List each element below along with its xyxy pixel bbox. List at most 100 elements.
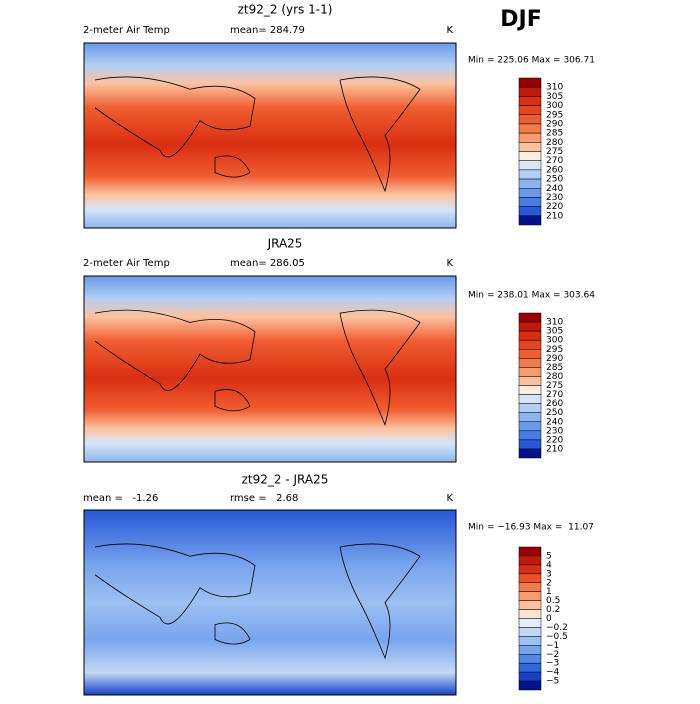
colorbar-label: 230: [546, 193, 563, 203]
colorbar-box: [518, 123, 542, 134]
colorbar-box: [518, 142, 542, 152]
colorbar-label: 300: [546, 336, 563, 346]
colorbar-box: [518, 609, 542, 619]
colorbar-label: 295: [546, 110, 563, 120]
variable-label: 2-meter Air Temp: [83, 258, 170, 269]
colorbar-box: [518, 618, 542, 628]
colorbar-box: [518, 421, 542, 432]
colorbar-label: 275: [546, 147, 563, 157]
colorbar-box: [518, 591, 542, 601]
colorbar-box: [518, 197, 542, 207]
colorbar-label: 3: [546, 569, 552, 579]
colorbar-label: 2: [546, 578, 552, 588]
colorbar-box: [518, 430, 542, 441]
map: [83, 42, 457, 229]
coastline: [214, 622, 251, 645]
mean-label: mean = -1.26: [83, 493, 158, 504]
season-label: DJF: [500, 7, 541, 32]
colorbar-label: 300: [546, 101, 563, 111]
colorbar-box: [518, 573, 542, 583]
colorbar-label: 290: [546, 119, 563, 129]
range-label: Min = 238.01 Max = 303.64: [468, 291, 595, 301]
colorbar-box: [518, 321, 542, 332]
map: [83, 275, 457, 463]
colorbar-box: [518, 312, 542, 323]
colorbar-box: [518, 582, 542, 592]
coastline: [94, 543, 256, 625]
colorbar-label: 305: [546, 327, 563, 337]
colorbar-box: [518, 546, 542, 557]
colorbar-box: [518, 215, 542, 226]
colorbar-label: 4: [546, 560, 552, 570]
colorbar-label: 220: [546, 202, 563, 212]
colorbar-box: [518, 349, 542, 359]
colorbar-label: 220: [546, 435, 563, 445]
colorbar-label: 1: [546, 587, 552, 597]
variable-label: 2-meter Air Temp: [83, 25, 170, 36]
units-label: K: [446, 493, 453, 504]
colorbar-label: 270: [546, 156, 563, 166]
colorbar-label: 285: [546, 363, 563, 373]
colorbar-label: −0.2: [546, 623, 568, 633]
coastline: [339, 309, 421, 427]
range-label: Min = −16.93 Max = 11.07: [468, 523, 594, 533]
colorbar-box: [518, 645, 542, 655]
colorbar-box: [518, 151, 542, 161]
panel-title: zt92_2 - JRA25: [242, 473, 329, 487]
colorbar-label: 210: [546, 444, 563, 454]
colorbar-label: 290: [546, 354, 563, 364]
colorbar-label: 5: [546, 551, 552, 561]
coastline: [94, 309, 256, 391]
colorbar-box: [518, 206, 542, 217]
rmse-label: rmse = 2.68: [230, 493, 298, 504]
colorbar-box: [518, 105, 542, 115]
colorbar-box: [518, 439, 542, 450]
colorbar-box: [518, 339, 542, 350]
colorbar-box: [518, 86, 542, 97]
colorbar-label: −4: [546, 668, 560, 678]
colorbar-box: [518, 376, 542, 386]
colorbar-box: [518, 654, 542, 664]
colorbar-label: 240: [546, 184, 563, 194]
colorbar-box: [518, 358, 542, 368]
colorbar-label: 0.2: [546, 605, 560, 615]
mean-label: mean= 284.79: [230, 25, 305, 36]
colorbar-box: [518, 367, 542, 377]
colorbar-box: [518, 600, 542, 610]
colorbar-label: 250: [546, 408, 563, 418]
colorbar-box: [518, 627, 542, 637]
colorbar-label: 230: [546, 426, 563, 436]
colorbar-label: 305: [546, 92, 563, 102]
units-label: K: [446, 258, 453, 269]
colorbar-label: −0.5: [546, 632, 568, 642]
units-label: K: [446, 25, 453, 36]
colorbar-box: [518, 636, 542, 646]
colorbar-label: 260: [546, 399, 563, 409]
colorbar-box: [518, 564, 542, 575]
colorbar-box: [518, 160, 542, 171]
colorbar-box: [518, 671, 542, 682]
colorbar-box: [518, 394, 542, 404]
map: [83, 509, 457, 696]
colorbar-label: −3: [546, 659, 559, 669]
colorbar-label: 280: [546, 138, 563, 148]
coastline: [339, 76, 421, 193]
colorbar-label: 280: [546, 372, 563, 382]
colorbar-label: 275: [546, 381, 563, 391]
coastline: [214, 155, 251, 178]
colorbar-label: 260: [546, 165, 563, 175]
colorbar-box: [518, 385, 542, 395]
coastline: [214, 389, 251, 412]
colorbar-box: [518, 132, 542, 143]
colorbar-box: [518, 680, 542, 691]
colorbar-label: 0.5: [546, 596, 560, 606]
mean-label: mean= 286.05: [230, 258, 305, 269]
colorbar-label: 310: [546, 83, 563, 93]
colorbar-box: [518, 448, 542, 459]
range-label: Min = 225.06 Max = 306.71: [468, 56, 595, 66]
colorbar-box: [518, 178, 542, 189]
colorbar-label: −5: [546, 677, 559, 687]
panel-title: JRA25: [267, 237, 303, 251]
colorbar-label: 285: [546, 129, 563, 139]
